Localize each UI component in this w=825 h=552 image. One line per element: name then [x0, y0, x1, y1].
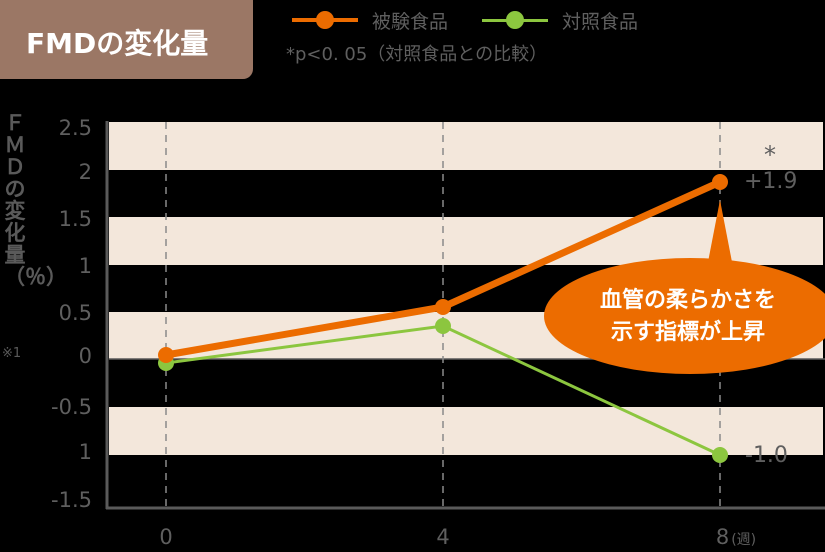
y-axis-label-note: ※1 — [2, 346, 22, 361]
x-tick: 4 — [436, 525, 450, 549]
y-tick: 1.5 — [58, 207, 92, 231]
test-end-value-label: +1.9 — [744, 169, 798, 194]
legend-item-test: 被験食品 — [292, 7, 448, 34]
y-tick: -0.5 — [51, 395, 92, 419]
y-tick: 2.5 — [58, 116, 92, 140]
chart-title: FMDの変化量 — [26, 27, 209, 60]
y-tick: 2 — [78, 160, 92, 184]
legend: 被験食品 対照食品 — [292, 7, 672, 34]
series-test — [158, 174, 728, 363]
significance-note: *p<0. 05（対照食品との比較） — [286, 44, 548, 65]
x-tick-value: 8 — [715, 525, 730, 549]
x-tick-last: 8 (週) — [716, 525, 756, 549]
legend-label-test: 被験食品 — [372, 10, 449, 33]
y-tick: -1.5 — [51, 488, 92, 512]
legend-swatch-test-icon — [292, 10, 358, 30]
legend-swatch-control-icon — [482, 10, 549, 30]
callout-text: 血管の柔らかさを 示す指標が上昇 — [560, 285, 816, 349]
callout-line-2: 示す指標が上昇 — [610, 320, 765, 345]
y-tick: 1 — [78, 254, 92, 278]
legend-label-control: 対照食品 — [562, 10, 639, 33]
y-tick: 0.5 — [58, 301, 92, 325]
control-end-value-label: -1.0 — [745, 443, 788, 468]
x-tick: 0 — [159, 525, 173, 549]
chart-title-box: FMDの変化量 — [0, 0, 253, 79]
x-axis-unit: (週) — [731, 532, 757, 548]
callout-line-1: 血管の柔らかさを — [599, 288, 776, 313]
callout-bubble — [544, 200, 825, 374]
legend-item-control: 対照食品 — [482, 7, 638, 34]
significance-star: * — [764, 141, 776, 169]
y-tick: 1 — [78, 440, 92, 464]
y-tick: 0 — [78, 344, 92, 368]
